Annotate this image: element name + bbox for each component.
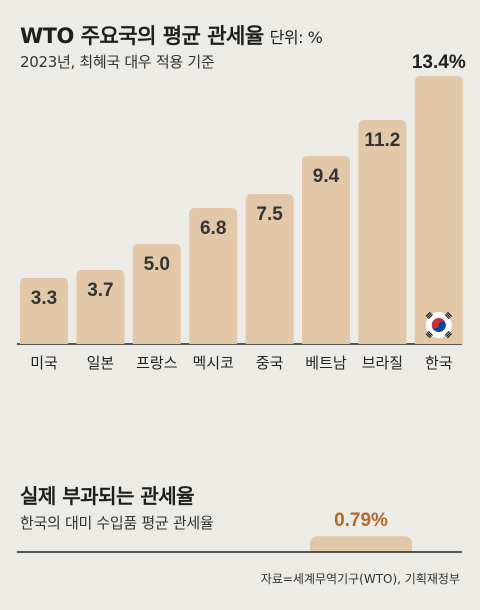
bar-1 (76, 270, 125, 344)
actual-tariff-bar (310, 536, 412, 552)
bar-4 (245, 194, 294, 344)
bar-value-label-1: 3.7 (87, 280, 113, 301)
section2-subtitle: 한국의 대미 수입품 평균 관세율 (20, 514, 214, 532)
bar-value-label-2: 5.0 (144, 254, 170, 275)
bar-6 (358, 120, 407, 344)
bar-3 (189, 208, 238, 344)
bar-value-label-0: 3.3 (31, 288, 57, 309)
chart-title: WTO 주요국의 평균 관세율 단위: % (20, 20, 323, 50)
bar-0 (20, 278, 68, 344)
bar-2 (132, 244, 181, 344)
section2-title: 실제 부과되는 관세율 (20, 484, 195, 508)
bar-value-label-4: 7.5 (256, 204, 283, 225)
chart-subtitle: 2023년, 최혜국 대우 적용 기준 (20, 53, 215, 71)
category-label-1: 일본 (87, 354, 115, 372)
category-label-2: 프랑스 (136, 354, 178, 372)
category-label-7: 한국 (425, 354, 453, 372)
bar-value-label-5: 9.4 (313, 166, 340, 187)
category-label-0: 미국 (30, 354, 58, 372)
chart-title-text: WTO 주요국의 평균 관세율 (20, 24, 264, 48)
category-label-3: 멕시코 (192, 354, 233, 372)
unit-label: 단위: % (269, 28, 323, 47)
bar-value-label-3: 6.8 (200, 218, 226, 239)
bar-5 (302, 156, 350, 344)
category-label-4: 중국 (256, 354, 284, 372)
source-note: 자료=세계무역기구(WTO), 기획재정부 (260, 572, 460, 586)
actual-tariff-value: 0.79% (334, 510, 388, 531)
category-label-5: 베트남 (305, 354, 347, 372)
korea-flag-icon (425, 311, 453, 339)
bar-value-label-7: 13.4% (412, 52, 466, 73)
bar-value-label-6: 11.2 (364, 130, 400, 151)
bar-7 (414, 76, 463, 344)
category-label-6: 브라질 (362, 354, 403, 372)
